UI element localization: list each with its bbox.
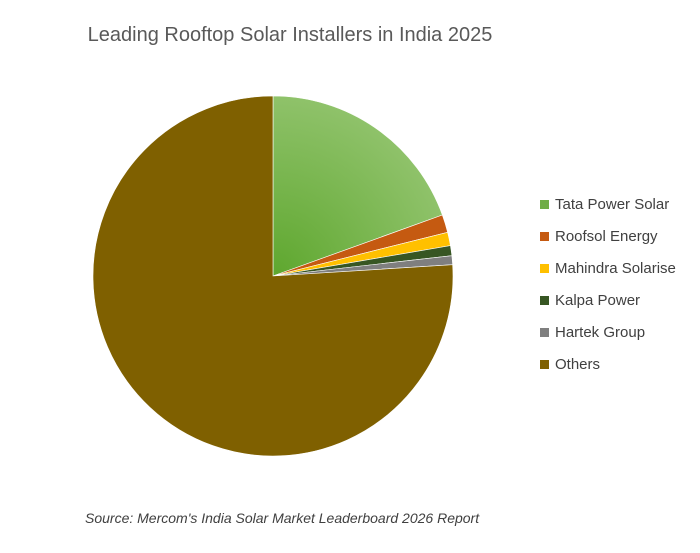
chart-title: Leading Rooftop Solar Installers in Indi… xyxy=(87,24,493,46)
pie-chart xyxy=(92,95,454,457)
legend-swatch-mahindra-solarise xyxy=(540,263,549,273)
legend-swatch-roofsol-energy xyxy=(540,231,549,241)
legend-label-mahindra-solarise: Mahindra Solarise xyxy=(555,259,676,277)
pie-slices xyxy=(92,95,454,457)
source-note: Source: Mercom's India Solar Market Lead… xyxy=(85,510,480,526)
legend-item-tata-power-solar: Tata Power Solar xyxy=(540,188,676,220)
legend-label-hartek-group: Hartek Group xyxy=(555,323,646,341)
legend-swatch-tata-power-solar xyxy=(540,199,549,209)
legend-item-roofsol-energy: Roofsol Energy xyxy=(540,220,676,252)
legend-swatch-hartek-group xyxy=(540,327,549,337)
legend: Tata Power Solar Roofsol Energy Mahindra… xyxy=(540,188,676,380)
legend-item-others: Others xyxy=(540,348,676,380)
legend-swatch-others xyxy=(540,359,549,369)
legend-label-roofsol-energy: Roofsol Energy xyxy=(555,227,658,245)
legend-label-tata-power-solar: Tata Power Solar xyxy=(555,195,670,213)
legend-label-others: Others xyxy=(555,355,601,373)
pie-slice-tata-power-solar xyxy=(272,95,443,277)
legend-label-kalpa-power: Kalpa Power xyxy=(555,291,641,309)
pie-slice-others xyxy=(92,95,454,457)
legend-item-kalpa-power: Kalpa Power xyxy=(540,284,676,316)
legend-item-hartek-group: Hartek Group xyxy=(540,316,676,348)
legend-item-mahindra-solarise: Mahindra Solarise xyxy=(540,252,676,284)
legend-swatch-kalpa-power xyxy=(540,295,549,305)
